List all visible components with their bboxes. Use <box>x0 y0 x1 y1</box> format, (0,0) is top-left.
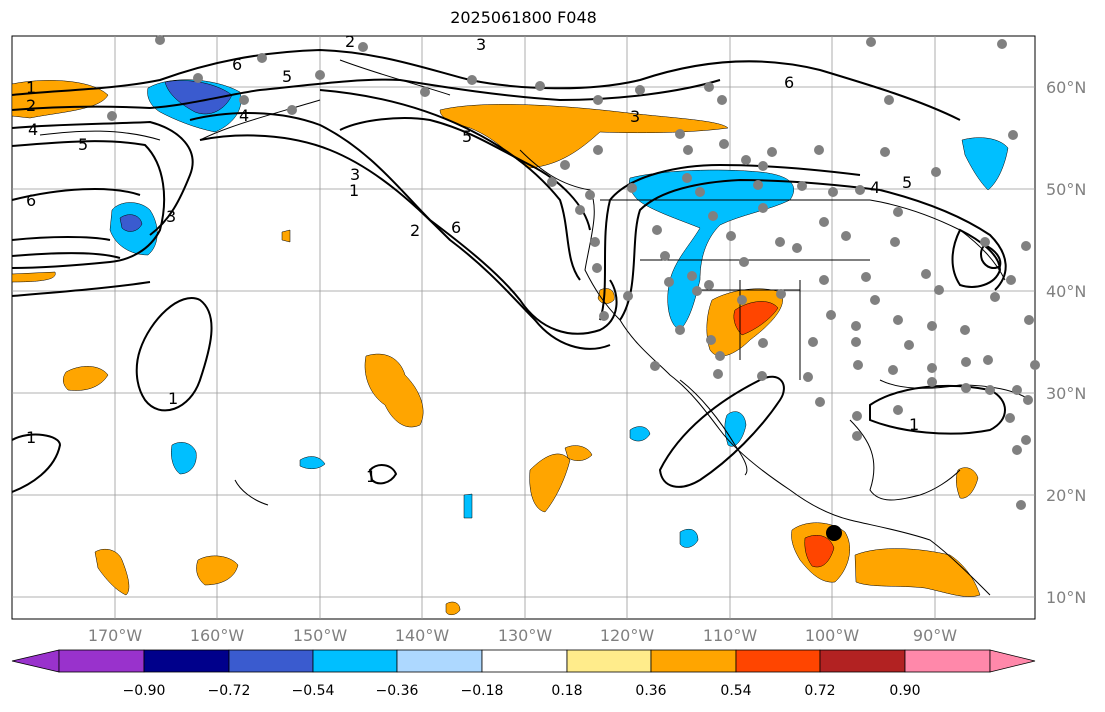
colorbar-segment <box>735 649 821 673</box>
map-title: 2025061800 F048 <box>450 8 597 27</box>
colorbar-segment <box>481 649 568 673</box>
latitude-label: 10°N <box>1046 588 1087 607</box>
colorbar-tick-label: −0.90 <box>122 683 166 699</box>
colorbar-segment <box>396 649 483 673</box>
contour-label: 3 <box>350 165 360 184</box>
colorbar-segment <box>58 649 145 673</box>
latitude-label: 50°N <box>1046 180 1087 199</box>
highlight-station-dot <box>826 525 842 541</box>
contour-label: 3 <box>630 107 640 126</box>
contour-label: 6 <box>451 218 461 237</box>
contour-label: 1 <box>909 415 919 434</box>
contour-label: 1 <box>349 181 359 200</box>
longitude-label: 130°W <box>497 626 553 645</box>
colorbar-tick-label: −0.54 <box>291 683 335 699</box>
gridlines <box>12 36 1035 619</box>
contour-label: 5 <box>902 173 912 192</box>
colorbar-tick-label: 0.90 <box>889 683 921 699</box>
contour-label: 6 <box>784 73 794 92</box>
colorbar <box>11 649 1036 673</box>
contour-label: 3 <box>476 35 486 54</box>
longitude-label: 170°W <box>87 626 143 645</box>
contour-label: 5 <box>78 135 88 154</box>
colorbar-segment <box>143 649 230 673</box>
colorbar-tick-label: 0.36 <box>635 683 667 699</box>
colorbar-segment <box>228 649 314 673</box>
latitude-label: 30°N <box>1046 384 1087 403</box>
colorbar-segment <box>312 649 398 673</box>
longitude-label: 110°W <box>702 626 758 645</box>
colorbar-segment <box>989 649 1036 673</box>
colorbar-segment <box>11 649 60 673</box>
contour-label: 4 <box>239 106 249 125</box>
contour-label: 5 <box>462 127 472 146</box>
longitude-label: 120°W <box>599 626 655 645</box>
colorbar-segment <box>566 649 652 673</box>
colorbar-tick-label: −0.36 <box>375 683 419 699</box>
contour-label: 1 <box>168 389 178 408</box>
colorbar-segment <box>819 649 906 673</box>
longitude-label: 90°W <box>912 626 958 645</box>
contour-label: 6 <box>232 55 242 74</box>
colorbar-tick-label: 0.18 <box>551 683 583 699</box>
contour-label-group: 1 2 3 4 5 6 6 5 4 2 3 3 1 2 6 5 3 6 4 5 … <box>26 32 919 486</box>
colorbar-tick-label: −0.72 <box>207 683 251 699</box>
longitude-label: 100°W <box>804 626 860 645</box>
contour-label: 1 <box>26 428 36 447</box>
contour-label: 2 <box>345 32 355 51</box>
longitude-label: 140°W <box>394 626 450 645</box>
contour-label: 1 <box>366 467 376 486</box>
longitude-label: 150°W <box>292 626 348 645</box>
colorbar-segment <box>650 649 737 673</box>
colorbar-segment <box>904 649 991 673</box>
station-dots <box>107 35 1040 510</box>
contour-label: 6 <box>26 191 36 210</box>
contour-label: 2 <box>26 96 36 115</box>
contour-label: 2 <box>410 221 420 240</box>
contour-label: 3 <box>166 207 176 226</box>
latitude-label: 60°N <box>1046 78 1087 97</box>
contour-lines <box>11 48 1007 493</box>
colorbar-tick-label: 0.72 <box>804 683 836 699</box>
colorbar-tick-label: 0.54 <box>720 683 752 699</box>
latitude-label: 40°N <box>1046 282 1087 301</box>
latitude-label: 20°N <box>1046 486 1087 505</box>
contour-label: 4 <box>28 120 38 139</box>
contour-label: 1 <box>26 78 36 97</box>
longitude-label: 160°W <box>189 626 245 645</box>
colorbar-tick-label: −0.18 <box>460 683 504 699</box>
contour-label: 5 <box>282 67 292 86</box>
contour-label: 4 <box>870 178 880 197</box>
map-frame <box>11 35 1036 620</box>
